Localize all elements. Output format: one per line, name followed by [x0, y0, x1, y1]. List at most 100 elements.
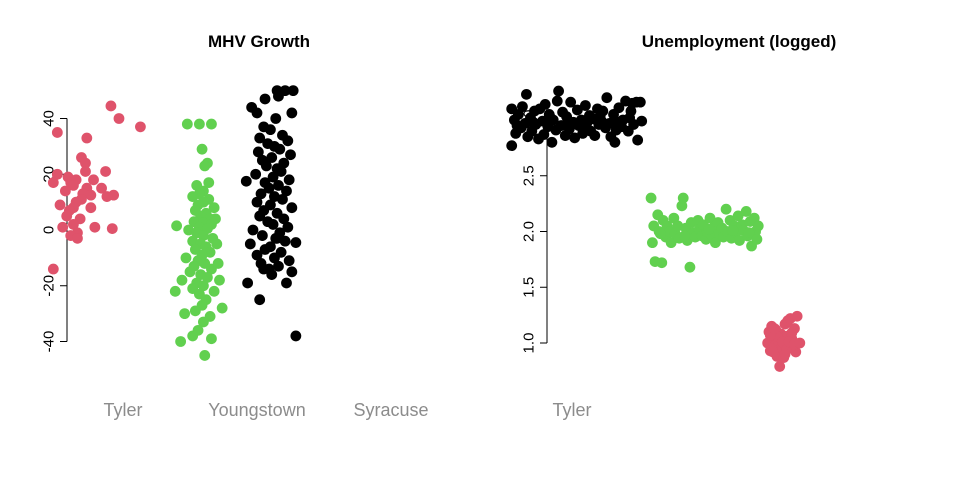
data-point [767, 346, 779, 358]
y-tick-label: -40 [41, 331, 58, 353]
category-labels: Tyler Youngstown Syracuse [103, 400, 428, 420]
data-point [51, 168, 63, 180]
data-point [81, 132, 93, 144]
y-axis-ticks: 1.01.52.02.53.0 [521, 110, 547, 354]
data-point [791, 310, 803, 322]
data-point [604, 117, 615, 129]
data-point [216, 302, 228, 314]
data-point [101, 191, 113, 202]
category-labels: Tyler [552, 400, 591, 420]
data-point [181, 118, 193, 130]
panel-title: Unemployment (logged) [642, 32, 837, 51]
data-point [286, 266, 298, 278]
data-point [169, 285, 181, 297]
data-point [135, 121, 146, 133]
data-point [68, 219, 79, 230]
data-point [88, 174, 99, 186]
data-point [251, 249, 263, 261]
data-point [184, 266, 196, 278]
data-point [244, 238, 256, 250]
data-point [273, 260, 284, 272]
y-tick-label: 1.0 [521, 333, 538, 354]
data-point [100, 166, 111, 177]
data-point [270, 113, 282, 124]
data-point [242, 277, 254, 289]
data-point [57, 221, 69, 233]
data-point [278, 213, 290, 225]
data-point [539, 98, 551, 110]
data-point [208, 285, 220, 297]
data-point [720, 203, 732, 215]
data-point [258, 263, 270, 275]
data-point [252, 146, 264, 158]
data-point [709, 237, 721, 249]
data-point [752, 220, 764, 232]
y-tick-label: 2.5 [521, 165, 538, 186]
y-tick-label: -20 [41, 275, 58, 297]
data-point [259, 93, 271, 105]
data-point [255, 188, 267, 200]
category-label-youngstown: Youngstown [208, 400, 305, 420]
data-point [768, 323, 780, 334]
data-point [96, 182, 107, 194]
data-point [113, 113, 125, 124]
data-point [80, 166, 91, 177]
data-point [180, 252, 192, 264]
data-point [282, 221, 294, 233]
data-point [578, 122, 590, 134]
data-point [211, 238, 223, 250]
point-group [47, 85, 302, 361]
data-point [247, 224, 259, 236]
data-point [179, 308, 191, 320]
data-point [266, 269, 278, 280]
data-point [794, 337, 806, 349]
data-point [265, 124, 276, 136]
data-point [517, 101, 528, 113]
data-point [251, 196, 263, 208]
data-point [647, 237, 658, 249]
data-point [601, 92, 613, 104]
data-point [47, 177, 59, 189]
data-point [286, 202, 298, 214]
data-point [105, 100, 117, 112]
data-point [527, 116, 539, 128]
data-point [273, 180, 284, 191]
data-point [175, 336, 187, 347]
data-point [684, 261, 696, 273]
data-point [281, 185, 292, 197]
data-point [206, 333, 217, 345]
data-point [254, 210, 266, 222]
data-point [240, 175, 252, 187]
data-point [47, 263, 59, 275]
data-point [521, 88, 532, 100]
data-point [187, 191, 199, 202]
data-point [199, 160, 211, 172]
data-point [589, 130, 601, 142]
data-point [656, 257, 668, 269]
data-point [267, 219, 279, 230]
data-point [72, 232, 83, 244]
data-point [176, 274, 188, 286]
data-point [208, 202, 220, 214]
data-point [565, 96, 577, 108]
category-label-syracuse: Syracuse [353, 400, 428, 420]
y-tick-label: 0 [41, 226, 58, 234]
data-point [704, 212, 716, 224]
data-point [277, 193, 288, 205]
data-point [569, 132, 581, 144]
data-point [106, 223, 118, 235]
category-label-tyler: Tyler [103, 400, 142, 420]
data-point [203, 177, 215, 189]
data-point [287, 85, 299, 97]
data-point [610, 124, 622, 136]
data-point [199, 350, 211, 361]
data-point [613, 102, 625, 114]
data-point [281, 277, 292, 289]
data-point [89, 221, 101, 233]
point-group [506, 85, 806, 372]
data-point [263, 182, 275, 194]
data-point [267, 171, 279, 183]
data-point [665, 237, 677, 249]
